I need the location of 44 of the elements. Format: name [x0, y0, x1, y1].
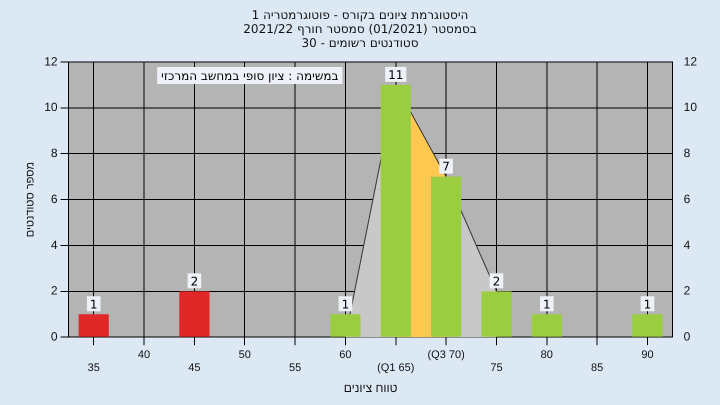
- y-tick-label: 2: [50, 284, 58, 298]
- data-label: 2: [190, 274, 198, 288]
- y-tick-label: 10: [44, 100, 58, 114]
- x-tick-label: 55: [288, 362, 302, 374]
- bar: [481, 291, 512, 337]
- y2-tick-label: 6: [684, 192, 691, 206]
- x-tick-label: 50: [238, 348, 251, 361]
- y2-tick-label: 2: [684, 284, 691, 298]
- bar: [330, 314, 361, 337]
- y2-tick-label: 4: [684, 238, 691, 252]
- data-label: 1: [542, 297, 551, 312]
- chart-title: היסטוגרמת ציונים בקורס - פוטוגרמטריה 1 בסמסטר (01/2021) סמסטר חורף 2021/22 סטודנטים רשומים - 30: [242, 8, 478, 50]
- y-axis-title: מספר סטודנטים: [24, 162, 37, 238]
- y2-tick-label: 10: [684, 100, 698, 114]
- bar: [179, 291, 210, 337]
- y-tick-label: 6: [50, 192, 58, 206]
- x-tick-label: 40: [138, 348, 150, 361]
- data-label: 1: [644, 297, 652, 312]
- y2-tick-label: 12: [684, 54, 698, 68]
- data-label: 7: [442, 160, 450, 174]
- data-label: 11: [388, 68, 404, 82]
- x-tick-label: 80: [540, 348, 553, 361]
- y2-tick-label: 0: [684, 330, 691, 344]
- x-tick-label: 75: [490, 362, 503, 374]
- bar: [532, 314, 562, 337]
- x-tick-label: 35: [88, 362, 100, 374]
- annotation: במשימה : ציון סופי במחשב המרכזי: [161, 69, 338, 83]
- y2-tick-label: 8: [684, 146, 691, 160]
- y-tick-label: 0: [50, 330, 58, 344]
- y-tick-label: 12: [44, 54, 58, 68]
- y-tick-label: 8: [50, 146, 58, 160]
- x-axis-title: טווח ציונים: [344, 381, 398, 396]
- data-label: 1: [90, 297, 98, 312]
- bar: [78, 314, 109, 337]
- x-tick-label: 60: [339, 348, 352, 361]
- data-label: 2: [492, 274, 500, 288]
- x-tick-label: 45: [188, 362, 201, 374]
- data-label: 1: [342, 297, 350, 312]
- x-tick-label: (Q1 65): [377, 362, 414, 374]
- y-tick-label: 4: [50, 238, 58, 252]
- x-tick-label: 85: [591, 362, 604, 374]
- x-tick-label: (Q3 70): [427, 348, 465, 361]
- x-tick-label: 90: [641, 348, 654, 361]
- bar: [632, 314, 663, 337]
